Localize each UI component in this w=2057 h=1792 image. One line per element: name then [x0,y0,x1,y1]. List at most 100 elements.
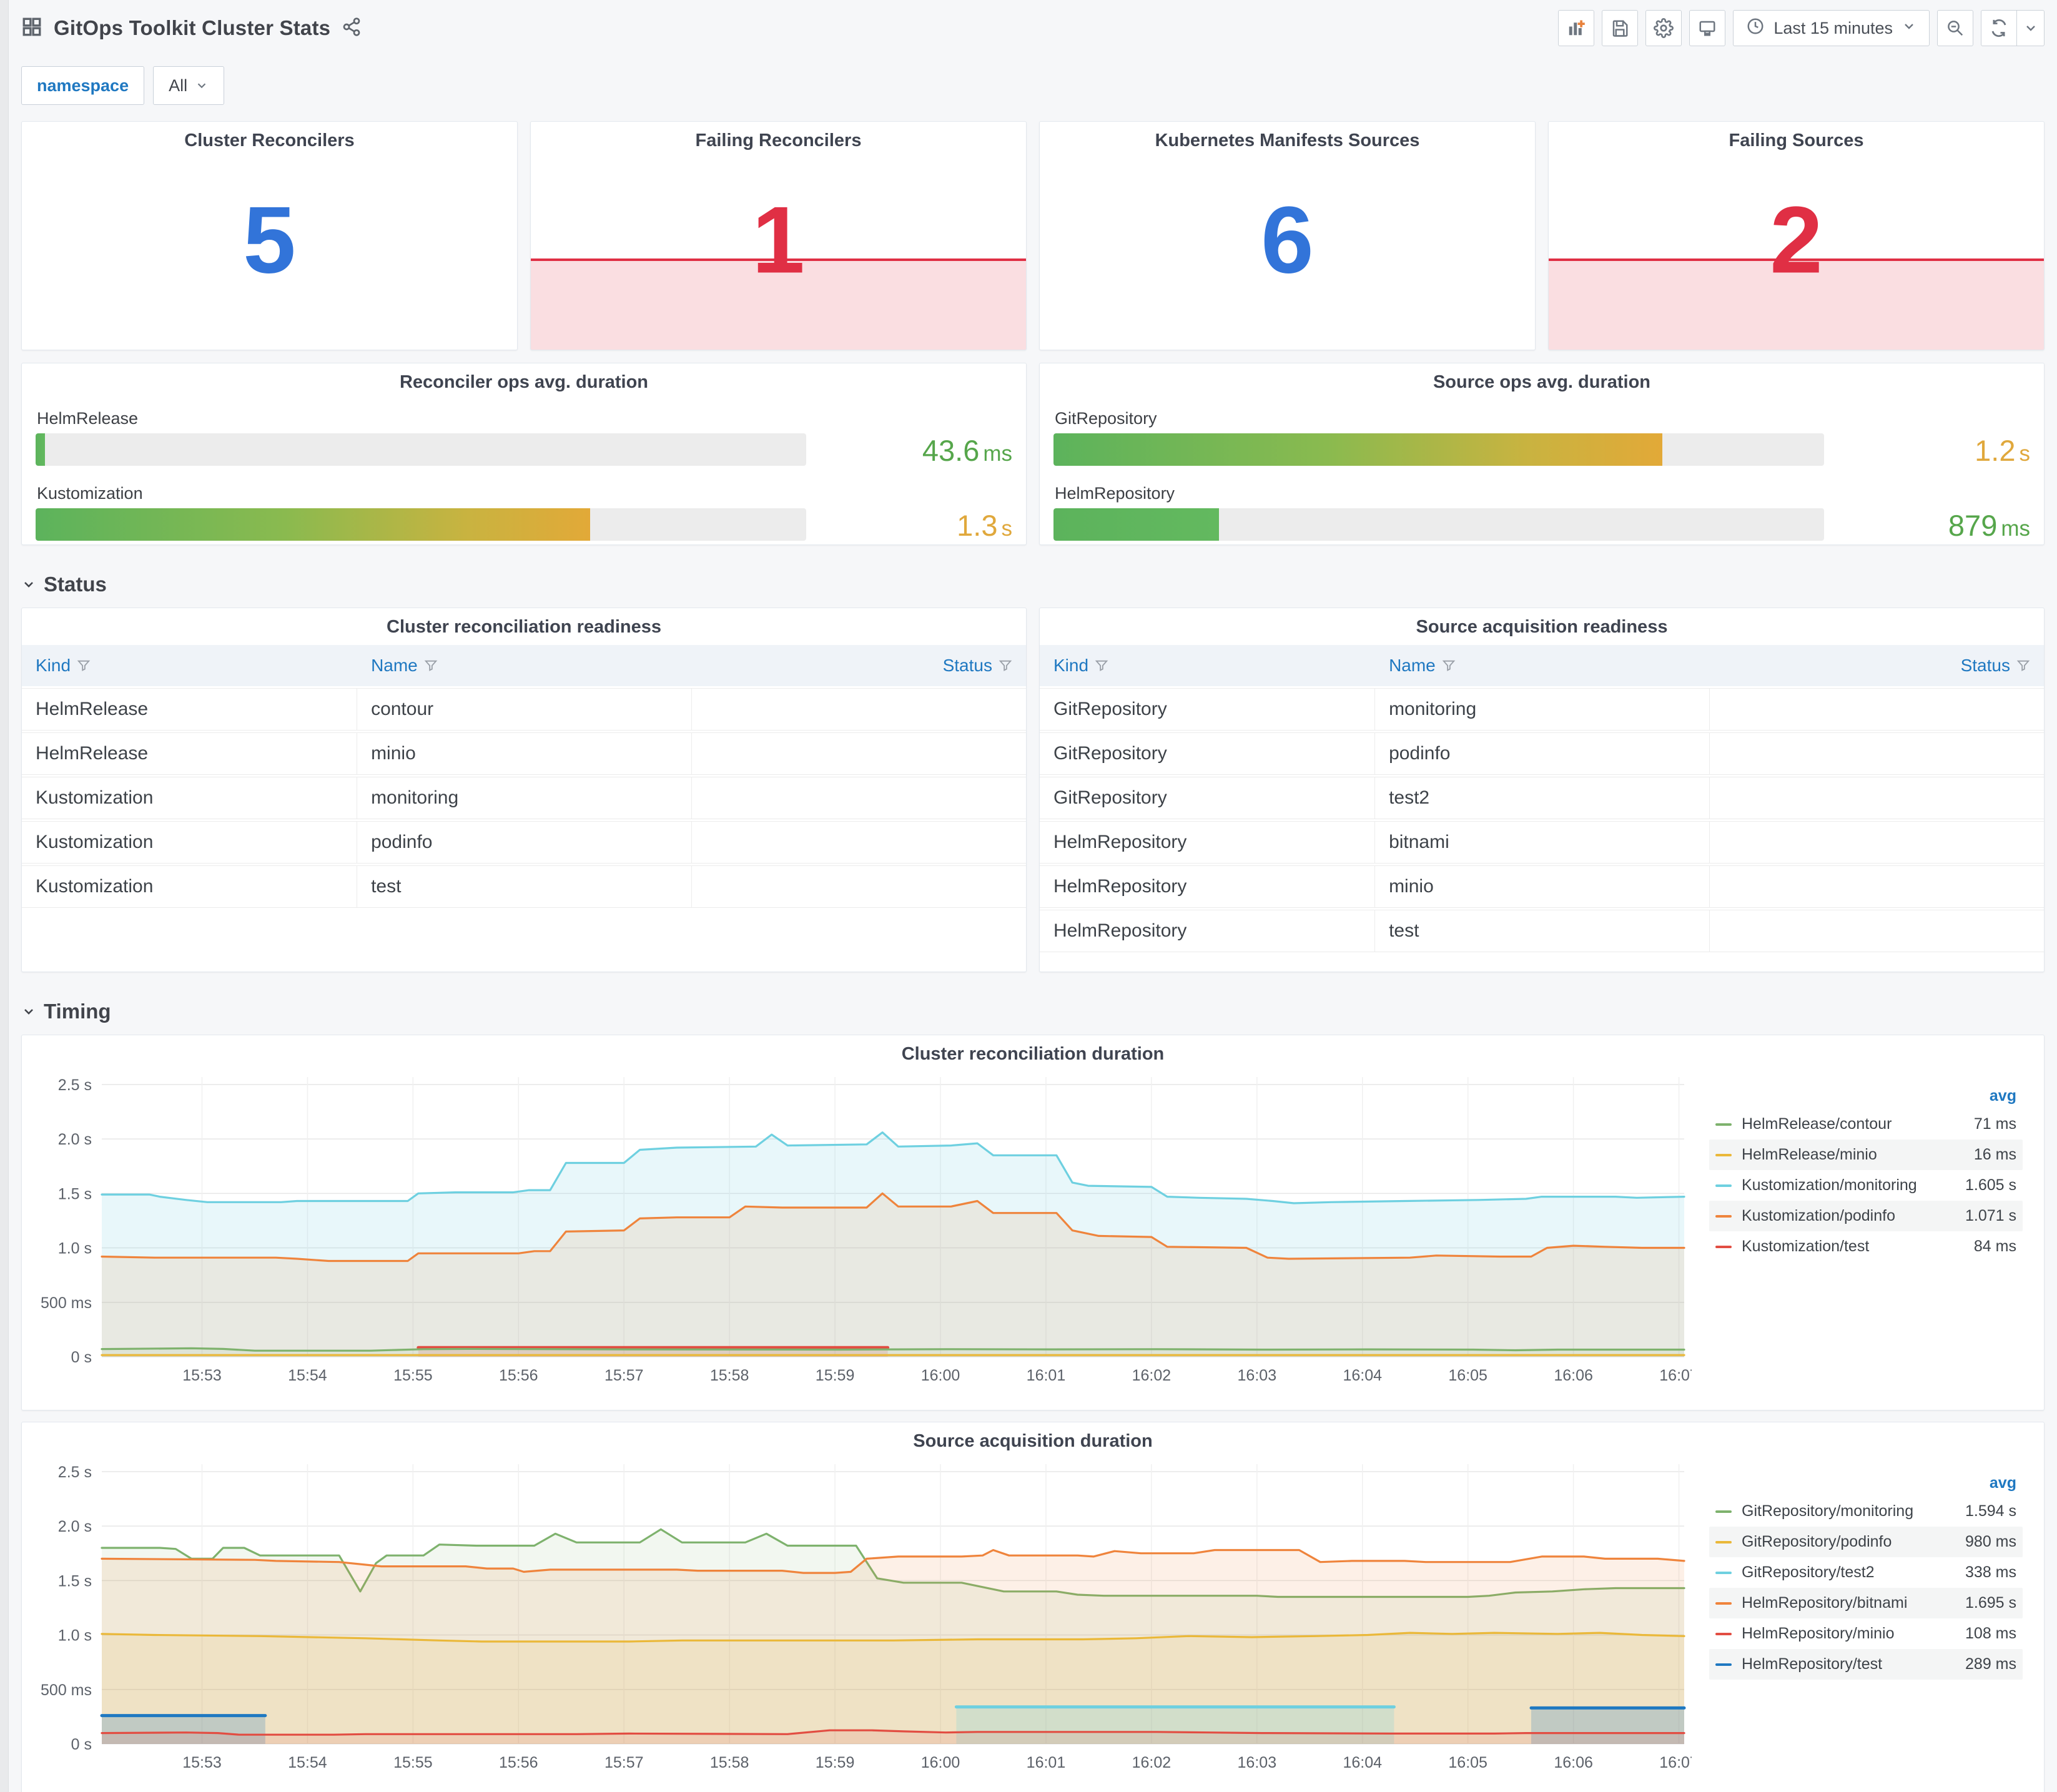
add-panel-button[interactable] [1558,10,1595,46]
legend-item-HelmRelease/contour[interactable]: HelmRelease/contour 71 ms [1709,1109,2023,1140]
tv-mode-button[interactable] [1689,10,1726,46]
filter-funnel-icon [1095,660,1108,671]
svg-text:15:56: 15:56 [499,1754,538,1771]
panel-title[interactable]: Source acquisition duration [913,1431,1153,1451]
sidebar-edge [0,0,9,1792]
legend-item-Kustomization/podinfo[interactable]: Kustomization/podinfo 1.071 s [1709,1201,2023,1231]
stat-title[interactable]: Failing Sources [1729,130,1864,150]
gauge-value-number: 43.6 [922,434,980,467]
gauge-value: 879 ms [1948,508,2030,543]
refresh-button[interactable] [1981,10,2017,46]
stat-title[interactable]: Cluster Reconcilers [184,130,355,150]
column-header-label: Name [1389,656,1436,675]
legend-item-HelmRepository/test[interactable]: HelmRepository/test 289 ms [1709,1649,2023,1680]
refresh-interval-dropdown[interactable] [2017,10,2045,46]
svg-text:16:06: 16:06 [1554,1367,1593,1384]
section-status-label: Status [44,573,107,596]
stat-title[interactable]: Failing Reconcilers [695,130,862,150]
legend-series-marker [1715,1184,1732,1187]
gauge-value-number: 1.2 [1975,434,2016,467]
cell-kind: HelmRepository [1040,910,1376,952]
column-header-name[interactable]: Name [357,656,691,676]
column-header-name[interactable]: Name [1375,656,1709,676]
legend-series-avg: 289 ms [1965,1655,2016,1673]
cell-status: Ready [691,689,1026,730]
column-header-label: Name [371,656,418,675]
panel-source-acquisition-duration: Source acquisition duration 0 s 500 ms 1.0… [21,1422,2045,1792]
panel-source-ops: Source ops avg. duration GitRepository 1.… [1039,363,2045,545]
legend-item-GitRepository/monitoring[interactable]: GitRepository/monitoring 1.594 s [1709,1496,2023,1527]
svg-text:15:58: 15:58 [710,1367,749,1384]
svg-text:1.5 s: 1.5 s [58,1572,92,1590]
legend-item-Kustomization/test[interactable]: Kustomization/test 84 ms [1709,1231,2023,1262]
legend-series-name: HelmRepository/bitnami [1742,1594,1908,1612]
legend-series-name: GitRepository/test2 [1742,1563,1875,1581]
column-header-kind[interactable]: Kind [1040,656,1375,676]
gauge-value: 1.3 s [957,508,1012,543]
cell-status: Ready [691,777,1026,819]
svg-text:16:02: 16:02 [1132,1367,1172,1384]
legend-item-Kustomization/monitoring[interactable]: Kustomization/monitoring 1.605 s [1709,1170,2023,1201]
svg-text:15:53: 15:53 [182,1367,222,1384]
gauge-fill [36,508,591,541]
column-header-status[interactable]: Status [1710,656,2044,676]
section-status[interactable]: Status [21,573,2045,596]
gauge-label: Kustomization [37,484,143,503]
legend-item-HelmRepository/bitnami[interactable]: HelmRepository/bitnami 1.695 s [1709,1588,2023,1618]
gauge-value-unit: s [1001,516,1013,541]
table-row: GitRepository podinfo Ready [1040,732,2044,775]
chart-plot-area[interactable]: 0 s 500 ms 1.0 s 1.5 s 2.0 s 2.5 s 15:53 15:54 1… [28,1454,1709,1782]
svg-text:1.0 s: 1.0 s [58,1240,92,1258]
cell-status: Ready [691,733,1026,774]
legend-series-avg: 108 ms [1965,1625,2016,1642]
svg-text:16:07: 16:07 [1659,1367,1692,1384]
panel-title[interactable]: Cluster reconciliation readiness [387,617,661,637]
save-dashboard-button[interactable] [1602,10,1639,46]
section-timing[interactable]: Timing [21,1000,2045,1023]
table-row: HelmRepository test Not Ready [1040,910,2044,952]
cell-status: Ready [1709,689,2044,730]
legend-series-avg: 980 ms [1965,1533,2016,1550]
cell-name: bitnami [1375,822,1710,863]
legend-avg-header[interactable]: avg [1989,1474,2016,1492]
svg-text:2.0 s: 2.0 s [58,1518,92,1535]
gauge-track [36,508,806,541]
variable-namespace-label[interactable]: namespace [21,66,145,105]
column-header-status[interactable]: Status [692,656,1026,676]
time-range-label: Last 15 minutes [1773,18,1893,37]
legend-item-HelmRelease/minio[interactable]: HelmRelease/minio 16 ms [1709,1140,2023,1170]
legend-item-GitRepository/podinfo[interactable]: GitRepository/podinfo 980 ms [1709,1527,2023,1557]
time-range-picker[interactable]: Last 15 minutes [1733,10,1930,46]
svg-text:16:00: 16:00 [921,1367,960,1384]
stat-title[interactable]: Kubernetes Manifests Sources [1155,130,1420,150]
variable-namespace-value[interactable]: All [153,66,225,105]
svg-text:2.5 s: 2.5 s [58,1076,92,1094]
legend-item-HelmRepository/minio[interactable]: HelmRepository/minio 108 ms [1709,1618,2023,1649]
chart-legend: avg GitRepository/monitoring 1.594 s GitRep… [1709,1454,2038,1782]
legend-series-name: Kustomization/monitoring [1742,1176,1917,1194]
svg-text:15:57: 15:57 [604,1367,644,1384]
column-header-kind[interactable]: Kind [22,656,357,676]
cell-kind: Kustomization [22,777,358,819]
legend-item-GitRepository/test2[interactable]: GitRepository/test2 338 ms [1709,1557,2023,1588]
zoom-out-button[interactable] [1937,10,1973,46]
dashboard-grid-icon[interactable] [21,16,42,41]
cell-kind: GitRepository [1040,777,1376,819]
cell-name: test [1375,910,1710,952]
cell-kind: Kustomization [22,866,358,907]
svg-text:16:00: 16:00 [921,1754,960,1771]
legend-series-avg: 16 ms [1973,1146,2016,1163]
panel-title[interactable]: Cluster reconciliation duration [901,1044,1165,1064]
panel-title[interactable]: Source ops avg. duration [1433,372,1651,392]
settings-button[interactable] [1645,10,1682,46]
stat-value: 2 [1770,187,1823,293]
panel-title[interactable]: Reconciler ops avg. duration [399,372,649,392]
panel-title[interactable]: Source acquisition readiness [1416,617,1668,637]
svg-text:0 s: 0 s [71,1349,92,1366]
share-icon[interactable] [342,17,362,40]
svg-text:16:05: 16:05 [1448,1754,1487,1771]
legend-avg-header[interactable]: avg [1989,1087,2016,1105]
gauge-track [1053,433,1824,466]
chart-plot-area[interactable]: 0 s 500 ms 1.0 s 1.5 s 2.0 s 2.5 s 15:53 15:54 1… [28,1067,1709,1395]
svg-text:500 ms: 500 ms [41,1681,92,1699]
